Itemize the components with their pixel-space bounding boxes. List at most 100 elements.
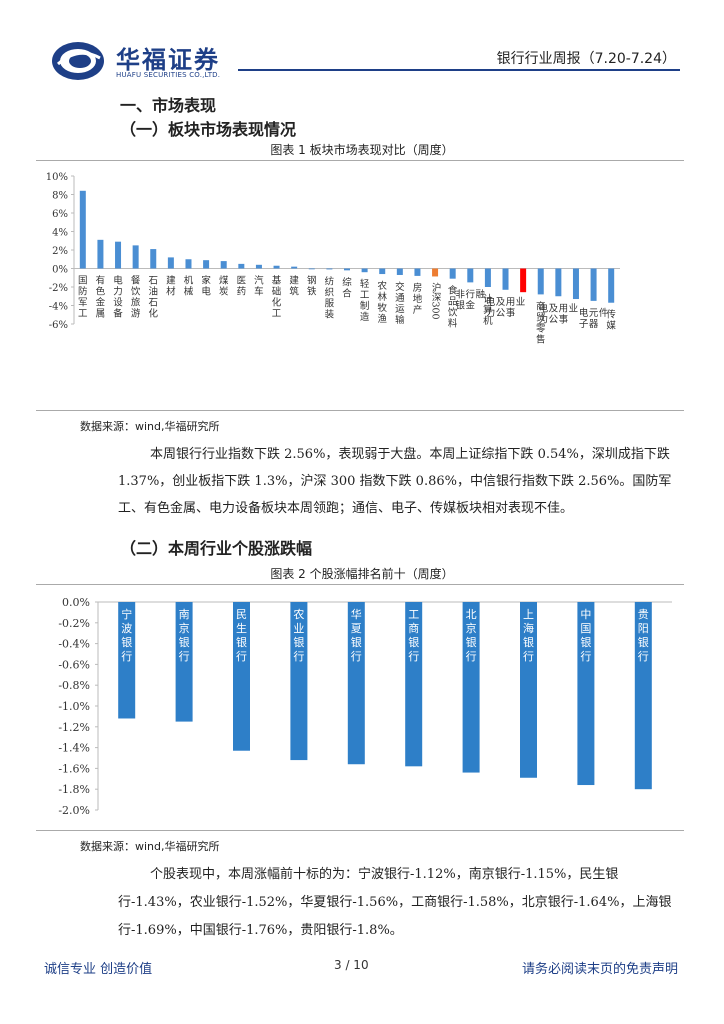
- figure1-top-rule: [36, 160, 684, 161]
- bar-label-宁波银行: 波: [121, 622, 132, 635]
- x-label-交通运输: 通: [395, 293, 405, 304]
- figure2-bottom-rule: [36, 830, 684, 831]
- company-name-cn: 华福证券: [116, 46, 220, 74]
- bar-label-上海银行: 行: [523, 650, 534, 663]
- figure1-source: 数据来源：wind,华福研究所: [80, 420, 220, 433]
- bar-label-民生银行: 民: [236, 608, 247, 621]
- bar-label-上海银行: 银: [523, 635, 534, 649]
- bar-label-中国银行: 国: [580, 622, 591, 635]
- x-label-轻工制造: 制: [360, 300, 370, 312]
- bar-label-中国银行: 银: [580, 635, 591, 649]
- figure2-source: 数据来源：wind,华福研究所: [80, 840, 220, 853]
- x-label-电力设备: 设: [113, 298, 123, 309]
- x-label-电力及公用事业: 用: [559, 303, 569, 314]
- y-tick-label: -1.6%: [58, 762, 90, 775]
- x-label-交通运输: 交: [395, 281, 405, 293]
- x-label-沪深300: 沪深300: [430, 282, 442, 320]
- x-label-房地产: 房: [413, 282, 423, 294]
- bar-label-工商银行: 银: [408, 635, 419, 649]
- x-label-非银行金融: 行: [466, 288, 476, 300]
- x-label-农林牧渔: 农: [377, 280, 387, 292]
- x-label-非银行金融: 融: [476, 289, 486, 300]
- bar-电子: [590, 268, 597, 301]
- x-label-电力及公用事业: 用: [506, 297, 516, 308]
- x-label-电子元器件: 电: [579, 307, 589, 319]
- x-label-机械: 械: [184, 286, 194, 298]
- bar-label-贵阳银行: 贵: [638, 608, 649, 621]
- x-label-国防军工: 工: [78, 309, 88, 320]
- x-label-煤炭: 煤: [219, 275, 229, 287]
- logo-mark-icon: [52, 42, 104, 80]
- x-label-纺织服装: 织: [325, 286, 335, 298]
- bar-建筑: [291, 266, 298, 269]
- x-label-电力及公用事业: 及: [496, 297, 506, 308]
- company-name-en: HUAFU SECURITIES CO.,LTD.: [116, 71, 221, 79]
- x-label-传媒: 传: [606, 309, 616, 321]
- bar-餐饮旅游: [132, 245, 139, 269]
- paragraph-stock-summary: 个股表现中，本周涨幅前十标的为：宁波银行-1.12%，南京银行-1.15%，民生…: [118, 867, 672, 938]
- x-label-交通运输: 输: [395, 314, 405, 326]
- y-tick-label: -6%: [49, 320, 68, 331]
- bar-房地产: [414, 268, 421, 276]
- x-label-电力及公用事业: 力: [486, 307, 496, 319]
- x-label-建筑: 建: [289, 275, 299, 287]
- subsection-heading-2: （二）本周行业个股涨跌幅: [120, 539, 313, 558]
- x-label-家电: 电: [201, 286, 211, 298]
- y-tick-label: -2%: [49, 283, 68, 294]
- y-tick-label: -1.8%: [58, 783, 90, 796]
- bar-label-民生银行: 生: [236, 621, 247, 635]
- x-label-石油石化: 石: [149, 276, 159, 287]
- bar-宁波银行: [118, 602, 136, 719]
- x-label-医药: 医: [237, 276, 247, 287]
- y-tick-label: -0.2%: [58, 617, 90, 630]
- x-label-建材: 材: [166, 286, 176, 298]
- x-label-国防军工: 国: [78, 276, 88, 287]
- bar-钢铁: [308, 268, 315, 270]
- x-label-商贸零售: 零: [536, 323, 546, 334]
- x-label-农林牧渔: 渔: [377, 314, 387, 325]
- y-tick-label: 0.0%: [62, 596, 90, 609]
- section-heading: 一、市场表现: [120, 96, 217, 115]
- x-label-餐饮旅游: 旅: [131, 297, 141, 309]
- x-label-石油石化: 油: [149, 286, 159, 298]
- bar-label-民生银行: 行: [236, 650, 247, 663]
- page-number: 3 / 10: [334, 958, 369, 972]
- x-label-电力及公用事业: 事: [559, 313, 569, 325]
- y-tick-label: -1.4%: [58, 742, 90, 755]
- bar-中国银行: [577, 602, 595, 786]
- bar-label-中国银行: 行: [580, 650, 591, 663]
- figure2-title: 图表 2 个股涨幅排名前十（周度）: [270, 567, 454, 581]
- x-label-基础化工: 工: [272, 309, 282, 320]
- bar-国防军工: [79, 190, 86, 269]
- x-label-建筑: 筑: [289, 286, 299, 298]
- footer-slogan: 诚信专业 创造价值: [44, 962, 153, 977]
- x-label-商贸零售: 售: [536, 333, 546, 345]
- x-label-交通运输: 运: [395, 304, 405, 315]
- bar-华夏银行: [347, 602, 365, 765]
- bar-label-华夏银行: 银: [351, 635, 362, 649]
- y-tick-label: 0%: [52, 265, 68, 276]
- x-label-食品饮料: 饮: [448, 307, 458, 319]
- bank-stock-ranking-chart: 0.0% -0.2% -0.4% -0.6% -0.8% -1.0% -1.2% -1.4% -…: [58, 596, 672, 817]
- x-label-电子元器件: 子: [579, 319, 589, 330]
- x-label-有色金属: 色: [96, 286, 106, 298]
- x-label-国防军工: 军: [78, 298, 88, 309]
- x-label-农林牧渔: 牧: [377, 302, 387, 314]
- bar-汽车: [255, 264, 262, 269]
- x-label-电力及公用事业: 事: [506, 307, 516, 319]
- x-label-钢铁: 铁: [307, 286, 317, 298]
- x-label-煤炭: 炭: [219, 287, 229, 298]
- bar-label-上海银行: 海: [523, 621, 534, 635]
- bar-银行: [520, 268, 527, 293]
- bar-上海银行: [520, 602, 537, 778]
- bar-label-华夏银行: 行: [351, 650, 362, 663]
- bar-商贸零售: [537, 268, 544, 295]
- x-label-石油石化: 石: [149, 298, 159, 309]
- x-label-电力及公用事业: 业: [569, 303, 579, 314]
- bar-label-北京银行: 京: [466, 621, 477, 635]
- x-label-餐饮旅游: 游: [131, 308, 141, 320]
- bar-计算机: [484, 268, 491, 287]
- x-label-家电: 家: [201, 275, 211, 287]
- footer-disclaimer: 请务必阅读末页的免责声明: [521, 962, 678, 977]
- x-label-商贸零售: 商: [536, 300, 546, 312]
